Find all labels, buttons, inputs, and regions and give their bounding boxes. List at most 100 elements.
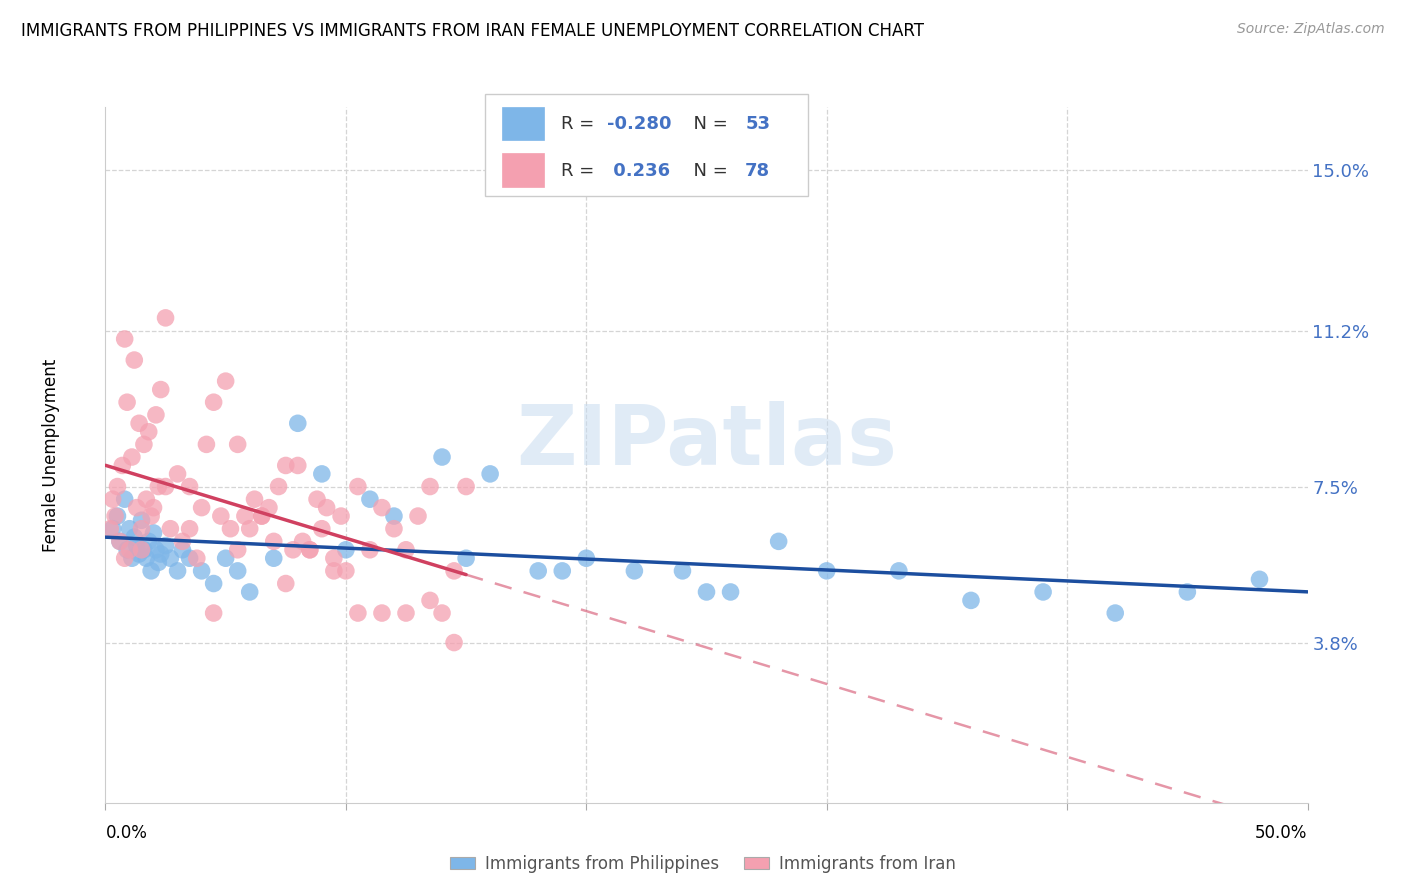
Point <box>274 458 297 473</box>
Point <box>287 417 309 431</box>
Point <box>419 479 441 493</box>
Point <box>671 564 693 578</box>
Point <box>108 534 131 549</box>
Point <box>281 542 304 557</box>
Point <box>575 551 598 566</box>
Point <box>118 542 141 557</box>
Text: 0.0%: 0.0% <box>105 824 148 842</box>
Point <box>166 564 188 578</box>
Point <box>172 542 194 557</box>
Point <box>1104 606 1126 620</box>
Text: 78: 78 <box>745 161 770 179</box>
Point <box>219 522 242 536</box>
Point <box>135 492 157 507</box>
Point <box>155 479 177 493</box>
Point <box>298 542 321 557</box>
Text: R =: R = <box>561 161 600 179</box>
Point <box>696 585 718 599</box>
Point <box>121 551 143 566</box>
Point <box>148 556 170 570</box>
Point <box>114 492 136 507</box>
Point <box>101 522 124 536</box>
Point <box>267 479 290 493</box>
Text: Source: ZipAtlas.com: Source: ZipAtlas.com <box>1237 22 1385 37</box>
Point <box>159 522 181 536</box>
Point <box>145 542 167 557</box>
Point <box>322 551 344 566</box>
Point <box>190 564 212 578</box>
Point <box>250 509 273 524</box>
Point <box>1032 585 1054 599</box>
Point <box>101 492 124 507</box>
Point <box>623 564 645 578</box>
Point <box>359 492 381 507</box>
Point <box>347 606 370 620</box>
Point <box>209 509 232 524</box>
Point <box>768 534 790 549</box>
Point <box>107 509 129 524</box>
Point <box>179 479 201 493</box>
Point <box>443 635 465 649</box>
Point <box>311 467 333 481</box>
Point <box>190 500 212 515</box>
Point <box>195 437 218 451</box>
Point <box>257 500 280 515</box>
Point <box>335 564 357 578</box>
Point <box>135 551 157 566</box>
Point <box>179 522 201 536</box>
Point <box>139 509 162 524</box>
Point <box>108 534 131 549</box>
Point <box>335 542 357 557</box>
Point <box>202 606 225 620</box>
Point <box>226 437 249 451</box>
Point <box>287 458 309 473</box>
Point <box>311 522 333 536</box>
Point <box>114 551 136 566</box>
Point <box>114 332 136 346</box>
Point <box>128 547 150 561</box>
Point <box>132 437 155 451</box>
Point <box>148 479 170 493</box>
Point <box>115 542 138 557</box>
Point <box>243 492 266 507</box>
Point <box>131 513 153 527</box>
Point <box>128 417 150 431</box>
Point <box>107 479 129 493</box>
Point <box>159 551 181 566</box>
Point <box>382 509 405 524</box>
Point <box>118 522 141 536</box>
Point <box>155 539 177 553</box>
Point <box>214 374 236 388</box>
Point <box>149 547 172 561</box>
Point <box>479 467 502 481</box>
Point <box>527 564 550 578</box>
Point <box>371 500 394 515</box>
Point <box>298 542 321 557</box>
Point <box>430 606 453 620</box>
Point <box>454 551 477 566</box>
Point <box>125 500 148 515</box>
Point <box>291 534 314 549</box>
Point <box>274 576 297 591</box>
Point <box>145 408 167 422</box>
Text: R =: R = <box>561 115 600 134</box>
Point <box>430 450 453 464</box>
Point <box>419 593 441 607</box>
Point <box>214 551 236 566</box>
Point <box>330 509 353 524</box>
Point <box>263 534 285 549</box>
Text: ZIPatlas: ZIPatlas <box>516 401 897 482</box>
Point <box>371 606 394 620</box>
Point <box>454 479 477 493</box>
Point <box>155 310 177 325</box>
Point <box>142 500 165 515</box>
Point <box>138 425 160 439</box>
Point <box>395 542 418 557</box>
Text: 0.236: 0.236 <box>607 161 671 179</box>
Point <box>443 564 465 578</box>
Point <box>138 534 160 549</box>
Text: N =: N = <box>682 115 734 134</box>
Point <box>139 564 162 578</box>
Point <box>250 509 273 524</box>
Point <box>1249 572 1271 586</box>
